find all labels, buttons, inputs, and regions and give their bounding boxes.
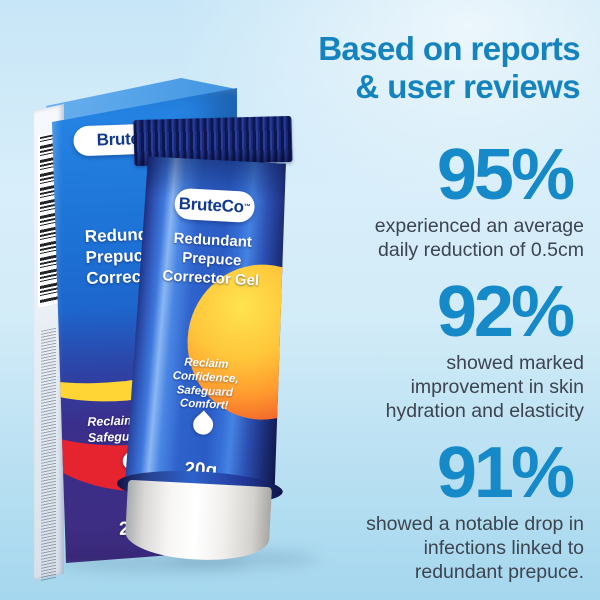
stat-desc-line: showed a notable drop in [366,513,584,536]
headline: Based on reports & user reviews [318,30,580,105]
stats-panel: Based on reports & user reviews 95% expe… [224,30,584,598]
stat-description: experienced an average daily reduction o… [375,215,584,263]
stat-value: 91% [436,433,575,514]
stat-desc-line: hydration and elasticity [385,400,584,423]
stat-desc-line: redundant prepuce. [414,561,584,584]
stat-desc-line: experienced an average [374,215,584,238]
stat-desc-line: showed marked [446,352,584,375]
stat-description: showed a notable drop in infections link… [366,513,584,585]
stat-description: showed marked improvement in skin hydrat… [386,352,584,424]
stat-desc-line: improvement in skin [410,376,584,399]
stat-desc-line: daily reduction of 0.5cm [378,239,584,262]
stat-desc-line: infections linked to [423,537,584,560]
stat-value: 92% [436,272,575,353]
headline-line: & user reviews [355,67,580,105]
headline-line: Based on reports [318,30,580,67]
stat-value: 95% [436,135,575,216]
